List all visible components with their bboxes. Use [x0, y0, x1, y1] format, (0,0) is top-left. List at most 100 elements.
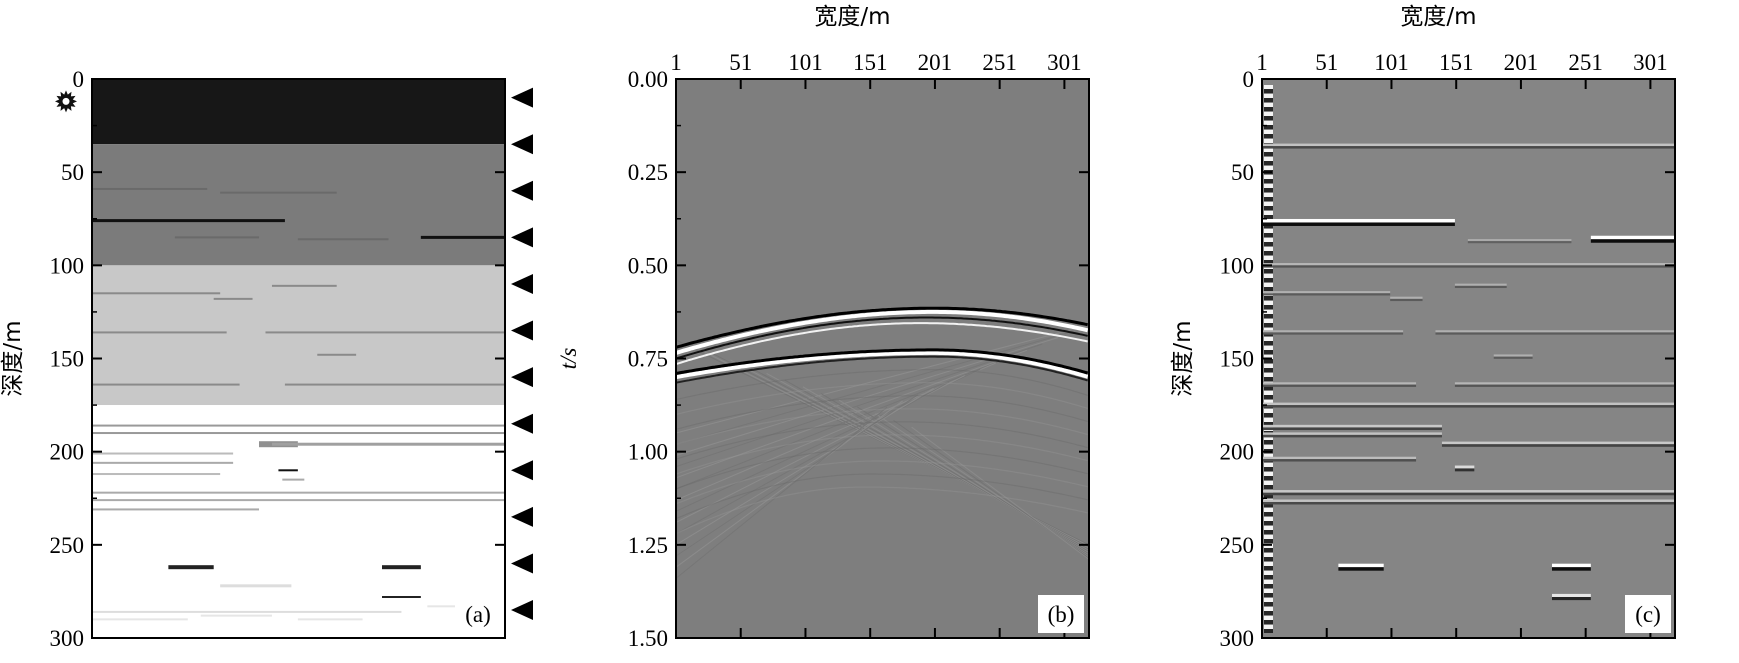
reflector-streak	[282, 478, 305, 481]
reflector-streak	[92, 424, 505, 427]
x-tick-label: 251	[982, 50, 1017, 75]
edge-artifact-bright	[1264, 391, 1273, 395]
panel-a-y-axis-label: 深度/m	[0, 320, 26, 396]
y-tick-label: 300	[50, 626, 85, 651]
migrated-reflector-top	[1552, 593, 1591, 598]
reflection-event	[675, 355, 1088, 384]
edge-artifact-bright	[1264, 166, 1273, 170]
edge-artifact-bright	[1264, 598, 1273, 602]
migrated-reflector-top	[1590, 235, 1675, 240]
edge-artifact-dark	[1264, 413, 1273, 417]
diffraction-line	[675, 375, 965, 523]
migrated-reflector-bottom	[1262, 427, 1442, 431]
panel-a-y-ticks: 0 50 100 150 200 250 300	[50, 67, 505, 651]
edge-artifact-dark	[1264, 89, 1273, 93]
x-tick-label: 1	[670, 50, 682, 75]
triangle-left-icon	[511, 273, 533, 294]
edge-artifact-bright	[1264, 274, 1273, 278]
edge-artifact-bright	[1264, 121, 1273, 125]
coda-event	[675, 486, 1088, 535]
reflector-streak	[168, 565, 214, 570]
edge-artifact-dark	[1264, 341, 1273, 345]
triangle-left-icon	[511, 600, 533, 621]
diffraction-texture	[675, 324, 1090, 579]
reflector-streak	[92, 610, 402, 613]
migrated-reflector-bottom	[1552, 597, 1591, 601]
edge-artifact-bright	[1264, 553, 1273, 557]
diffraction-line	[675, 368, 981, 512]
edge-artifact-dark	[1264, 179, 1273, 183]
edge-artifact-bright	[1264, 616, 1273, 620]
y-tick-label: 0.00	[628, 67, 668, 92]
coda-event	[675, 408, 1088, 445]
edge-artifact-dark	[1264, 260, 1273, 264]
edge-artifact-dark	[1264, 395, 1273, 399]
migrated-reflector-top	[1435, 330, 1675, 333]
edge-artifact-dark	[1264, 548, 1273, 552]
edge-artifact-dark	[1264, 629, 1273, 633]
x-tick-label: 201	[1504, 50, 1539, 75]
panel-a-receivers	[511, 87, 533, 621]
edge-artifact-bright	[1264, 562, 1273, 566]
migrated-reflector-top	[1552, 563, 1591, 568]
reflector-streak	[382, 596, 421, 599]
panel-b-plot-area	[675, 79, 1090, 638]
edge-artifact-bright	[1264, 355, 1273, 359]
edge-artifact-dark	[1264, 485, 1273, 489]
triangle-left-icon	[511, 320, 533, 341]
reflector-streak	[271, 284, 337, 287]
reflector-streak	[92, 452, 234, 455]
edge-artifact-dark	[1264, 125, 1273, 129]
x-tick-label: 51	[729, 50, 752, 75]
migrated-reflector-bottom	[1262, 405, 1675, 408]
edge-artifact-bright	[1264, 175, 1273, 179]
edge-artifact-dark	[1264, 539, 1273, 543]
layer	[92, 265, 505, 406]
y-tick-label: 0.25	[628, 160, 668, 185]
migrated-reflector-bottom	[1454, 468, 1475, 472]
edge-artifact-dark	[1264, 350, 1273, 354]
reflector-streak	[174, 236, 260, 239]
migrated-reflector-bottom	[1262, 384, 1417, 387]
y-tick-label: 150	[1220, 347, 1255, 372]
panel-b-x-ticks: 1 51 101 151 201 251 301	[670, 50, 1082, 638]
edge-artifact-bright	[1264, 130, 1273, 134]
layer	[92, 79, 505, 145]
edge-artifact-dark	[1264, 116, 1273, 120]
reflector-streak	[220, 584, 292, 588]
edge-artifact-bright	[1264, 301, 1273, 305]
x-tick-label: 201	[918, 50, 953, 75]
edge-artifact-bright	[1264, 589, 1273, 593]
y-tick-label: 50	[1231, 160, 1254, 185]
edge-artifact-bright	[1264, 571, 1273, 575]
y-tick-label: 200	[1220, 440, 1255, 465]
reflector-streak	[92, 383, 240, 386]
edge-artifact-bright	[1264, 157, 1273, 161]
edge-artifact-bright	[1264, 373, 1273, 377]
migrated-reflector-top	[1454, 382, 1675, 385]
edge-artifact-dark	[1264, 305, 1273, 309]
edge-artifact-dark	[1264, 161, 1273, 165]
edge-artifact-dark	[1264, 242, 1273, 246]
edge-artifact-dark	[1264, 593, 1273, 597]
diffraction-line	[838, 399, 1090, 556]
edge-artifact-dark	[1264, 134, 1273, 138]
edge-artifact-bright	[1264, 535, 1273, 539]
migrated-reflector-bottom	[1338, 567, 1384, 571]
triangle-left-icon	[511, 506, 533, 527]
migrated-reflector-bottom	[1262, 265, 1675, 268]
edge-artifact-dark	[1264, 386, 1273, 390]
edge-artifact-dark	[1264, 368, 1273, 372]
y-tick-label: 0.50	[628, 253, 668, 278]
migrated-reflector-top	[1262, 382, 1417, 385]
reflector-streak	[92, 187, 208, 190]
edge-artifact-dark	[1264, 323, 1273, 327]
diffraction-line	[675, 349, 1028, 479]
migrated-reflector-top	[1454, 283, 1507, 286]
migrated-reflector-bottom	[1435, 332, 1675, 335]
reflector-streak	[265, 331, 505, 334]
y-tick-label: 1.00	[628, 440, 668, 465]
reflector-streak	[297, 238, 389, 241]
edge-artifact-dark	[1264, 512, 1273, 516]
y-tick-label: 50	[61, 160, 84, 185]
